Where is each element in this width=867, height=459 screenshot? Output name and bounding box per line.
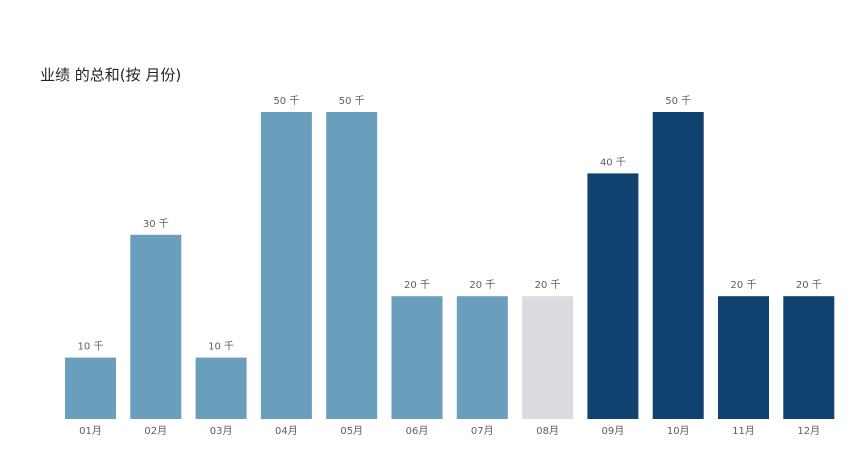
data-label: 40 千: [600, 156, 626, 168]
data-label: 20 千: [469, 279, 495, 291]
x-axis-ticks: 01月 02月 03月 04月 05月 06月 07月 08月 09月 10月 11月 12月: [79, 425, 820, 437]
bar-08月[interactable]: [522, 296, 574, 419]
bar-11月[interactable]: [718, 296, 769, 419]
bar-06月[interactable]: [391, 296, 443, 419]
data-label: 20 千: [404, 279, 430, 291]
x-tick-label: 09月: [602, 425, 625, 437]
bar-04月[interactable]: [260, 112, 312, 419]
data-label: 20 千: [796, 279, 822, 291]
x-tick-label: 08月: [536, 425, 559, 437]
x-tick-label: 02月: [144, 425, 167, 437]
bar-03月[interactable]: [195, 357, 247, 419]
data-label: 10 千: [208, 341, 234, 353]
data-label: 20 千: [535, 279, 561, 291]
data-label: 50 千: [339, 95, 365, 107]
x-tick-label: 04月: [275, 425, 298, 437]
bars-group: [65, 112, 835, 419]
x-tick-label: 07月: [471, 425, 494, 437]
x-tick-label: 12月: [797, 425, 820, 437]
x-tick-label: 11月: [732, 425, 755, 437]
data-label: 30 千: [143, 218, 169, 230]
x-tick-label: 03月: [210, 425, 233, 437]
bar-12月[interactable]: [783, 296, 835, 419]
chart-title: 业绩 的总和(按 月份): [40, 66, 182, 84]
bar-07月[interactable]: [456, 296, 508, 419]
x-tick-label: 01月: [79, 425, 102, 437]
data-label: 50 千: [665, 95, 691, 107]
bar-05月[interactable]: [326, 112, 378, 419]
x-tick-label: 05月: [340, 425, 363, 437]
data-label: 10 千: [78, 341, 104, 353]
data-labels-group: 10 千 30 千 10 千 50 千 50 千 20 千 20 千 20 千 40 千 50 千…: [78, 95, 822, 353]
bar-01月[interactable]: [65, 357, 116, 419]
x-tick-label: 10月: [667, 425, 690, 437]
data-label: 20 千: [731, 279, 757, 291]
x-tick-label: 06月: [406, 425, 429, 437]
bar-09月[interactable]: [587, 173, 639, 419]
bar-02月[interactable]: [130, 234, 182, 419]
bar-10月[interactable]: [652, 112, 704, 419]
data-label: 50 千: [273, 95, 299, 107]
